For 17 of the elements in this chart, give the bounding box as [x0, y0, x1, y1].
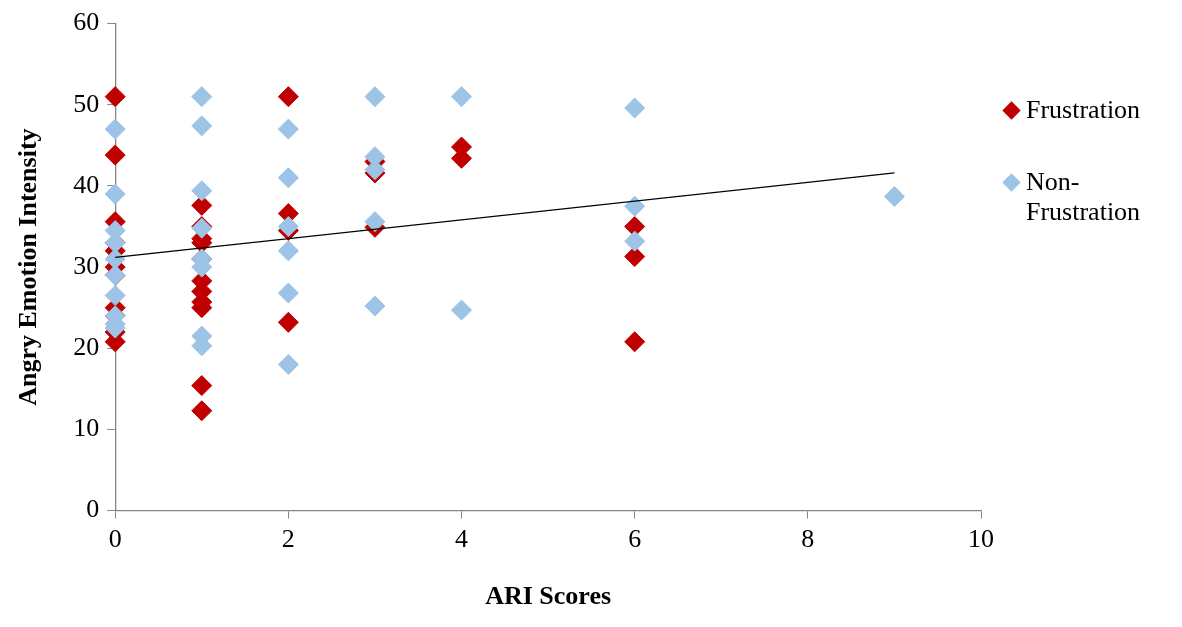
- y-tick-label: 0: [86, 494, 100, 524]
- y-tick-label: 50: [73, 88, 100, 118]
- y-tick-label: 20: [73, 332, 100, 362]
- x-axis-title: ARI Scores: [485, 581, 612, 611]
- x-tick-label: 6: [628, 524, 642, 554]
- y-axis-title: Angry Emotion Intensity: [13, 128, 43, 406]
- x-tick-label: 2: [281, 524, 295, 554]
- y-tick-label: 60: [73, 7, 100, 37]
- x-tick-label: 8: [801, 524, 815, 554]
- legend-label: Non-Frustration: [1026, 167, 1142, 227]
- x-tick-label: 0: [108, 524, 122, 554]
- x-tick-label: 4: [455, 524, 469, 554]
- y-tick-label: 10: [73, 413, 100, 443]
- x-tick-label: 10: [968, 524, 994, 554]
- y-tick-label: 40: [73, 169, 100, 199]
- legend-label: Frustration: [1026, 95, 1142, 125]
- y-tick-label: 30: [73, 250, 100, 280]
